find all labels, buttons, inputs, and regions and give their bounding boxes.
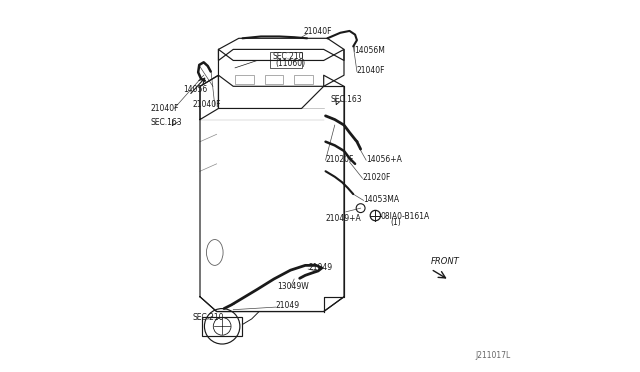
Text: 21040F: 21040F: [151, 104, 179, 113]
Bar: [264, 75, 283, 84]
Text: J211017L: J211017L: [475, 351, 510, 360]
Text: SEC.210: SEC.210: [193, 313, 224, 322]
Text: 21049: 21049: [308, 263, 332, 272]
Bar: [202, 317, 243, 336]
Text: 14056M: 14056M: [354, 46, 385, 55]
Text: SEC.163: SEC.163: [151, 118, 182, 127]
Text: 14056: 14056: [184, 85, 207, 94]
Text: (11060): (11060): [276, 59, 306, 68]
Text: 21020F: 21020F: [362, 173, 391, 182]
Text: 14053MA: 14053MA: [364, 195, 400, 204]
Bar: [235, 75, 253, 84]
Text: 14056+A: 14056+A: [366, 154, 402, 164]
Text: FRONT: FRONT: [431, 257, 460, 266]
Text: 21040F: 21040F: [357, 66, 385, 75]
Text: 21040F: 21040F: [304, 27, 332, 36]
Text: (1): (1): [390, 218, 401, 227]
Text: 21020F: 21020F: [326, 154, 355, 164]
Text: 13049W: 13049W: [278, 282, 309, 291]
Text: 21040F: 21040F: [193, 100, 221, 109]
Text: 21049: 21049: [276, 301, 300, 311]
Text: 21049+A: 21049+A: [326, 214, 362, 223]
Text: SEC.163: SEC.163: [330, 95, 362, 104]
Text: SEC.210: SEC.210: [273, 52, 304, 61]
Text: 08IA0-B161A: 08IA0-B161A: [381, 212, 430, 221]
Bar: [294, 75, 312, 84]
